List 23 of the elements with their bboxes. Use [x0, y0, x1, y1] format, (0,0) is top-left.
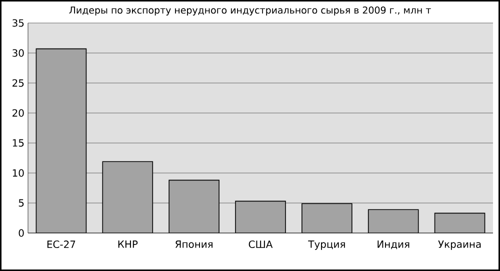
y-tick-label: 5 — [18, 199, 24, 207]
bar — [235, 200, 286, 233]
x-tick-label: Турция — [308, 240, 345, 250]
bar — [368, 209, 419, 233]
bar — [102, 161, 154, 233]
x-tick-label: Украина — [438, 240, 481, 250]
chart-title: Лидеры по экспорту нерудного индустриального сырья в 2009 г., млн т — [69, 6, 431, 16]
y-tick-label: 30 — [12, 49, 24, 57]
y-tick-label: 15 — [12, 139, 24, 147]
y-tick-label: 0 — [18, 229, 24, 237]
y-tick-label: 10 — [12, 169, 24, 177]
bar — [434, 212, 486, 233]
y-tick-label: 35 — [12, 19, 24, 27]
x-tick-label: Япония — [175, 240, 212, 248]
bar — [168, 180, 220, 233]
y-tick-label: 20 — [12, 109, 24, 117]
y-tick-label: 25 — [12, 79, 24, 87]
bar — [302, 203, 352, 233]
bar — [36, 48, 87, 233]
x-tick-label: ЕС-27 — [47, 240, 76, 248]
x-tick-label: Индия — [378, 240, 410, 250]
x-tick-label: КНР — [118, 240, 138, 248]
x-tick-label: США — [248, 240, 273, 248]
